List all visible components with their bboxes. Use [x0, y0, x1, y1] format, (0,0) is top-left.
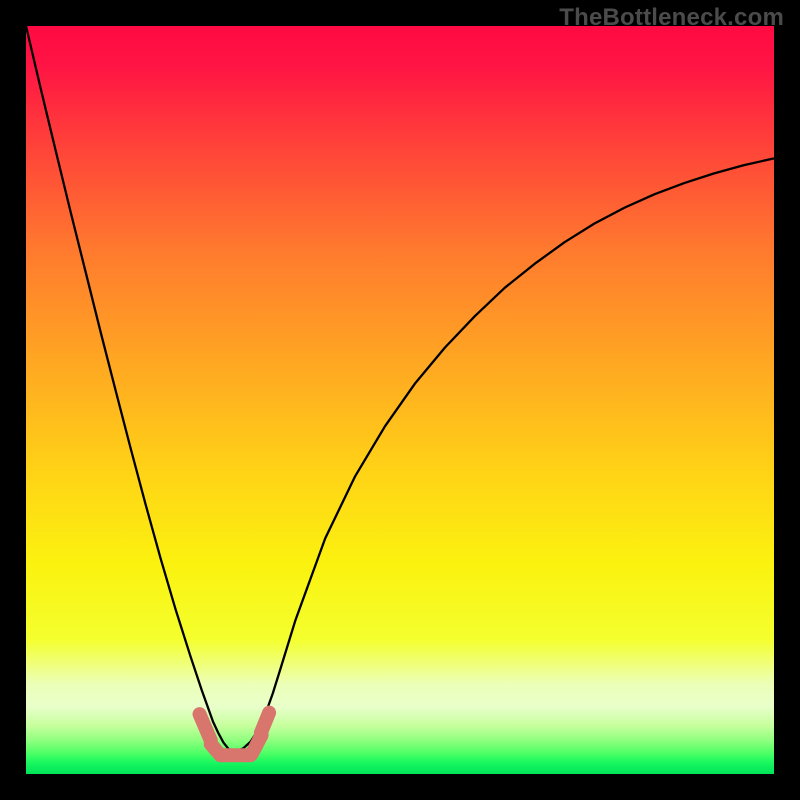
chart-frame: TheBottleneck.com: [0, 0, 800, 800]
optimal-mark-segment: [261, 713, 269, 733]
bottleneck-curve-chart: [0, 0, 800, 800]
plot-background: [26, 26, 774, 774]
watermark-text: TheBottleneck.com: [559, 4, 784, 32]
